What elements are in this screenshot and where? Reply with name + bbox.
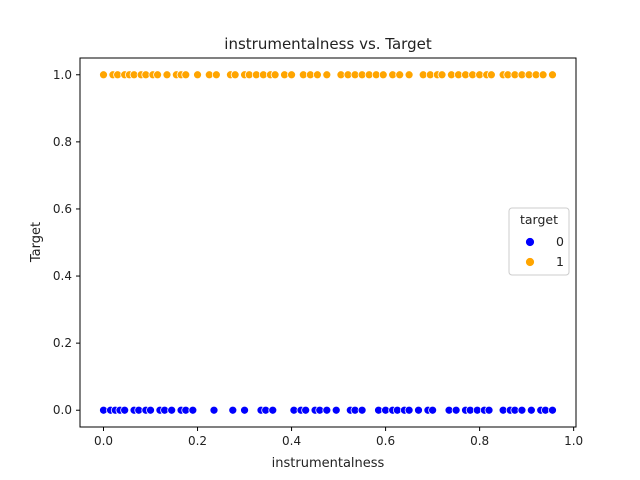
chart-title: instrumentalness vs. Target <box>224 35 432 53</box>
data-point-target-0 <box>167 405 177 415</box>
y-tick-label: 0.4 <box>53 269 72 283</box>
data-point-target-1 <box>181 70 191 80</box>
data-point-target-0 <box>209 405 219 415</box>
data-point-target-0 <box>331 405 341 415</box>
data-point-target-0 <box>526 405 536 415</box>
data-point-target-1 <box>99 70 108 80</box>
data-point-target-1 <box>153 70 162 80</box>
data-point-target-0 <box>228 405 238 415</box>
data-point-target-1 <box>162 70 172 80</box>
y-axis-ticks: 0.0 0.2 0.4 0.6 0.8 1.0 <box>53 68 80 417</box>
data-point-target-0 <box>322 405 332 415</box>
data-point-target-1 <box>395 70 405 80</box>
data-point-target-0 <box>404 405 414 415</box>
data-point-target-1 <box>322 70 332 80</box>
legend-label-1: 1 <box>556 254 564 269</box>
data-point-target-0 <box>188 405 198 415</box>
data-point-target-1 <box>548 70 557 80</box>
data-point-target-1 <box>193 70 202 80</box>
data-point-target-0 <box>146 405 155 415</box>
data-points <box>99 70 557 415</box>
data-point-target-0 <box>548 405 557 415</box>
data-point-target-0 <box>301 405 311 415</box>
legend: target 0 1 <box>508 207 570 276</box>
data-point-target-1 <box>486 70 496 80</box>
y-tick-label: 0.0 <box>53 403 72 417</box>
x-tick-label: 1.0 <box>564 434 583 448</box>
data-point-target-1 <box>270 70 280 80</box>
data-point-target-0 <box>451 405 461 415</box>
data-point-target-1 <box>313 70 322 80</box>
y-axis-label: Target <box>29 222 44 263</box>
legend-marker-1 <box>525 257 535 267</box>
data-point-target-1 <box>230 70 240 80</box>
y-tick-label: 0.6 <box>53 202 72 216</box>
data-point-target-0 <box>357 405 367 415</box>
x-tick-label: 0.6 <box>376 434 395 448</box>
data-point-target-0 <box>484 405 494 415</box>
y-tick-label: 0.8 <box>53 135 72 149</box>
x-tick-label: 0.4 <box>282 434 301 448</box>
plot-area-frame <box>79 57 577 428</box>
data-point-target-0 <box>240 405 249 415</box>
legend-label-0: 0 <box>556 234 564 249</box>
x-tick-label: 0.8 <box>470 434 489 448</box>
y-tick-label: 0.2 <box>53 336 72 350</box>
data-point-target-1 <box>287 70 296 80</box>
x-tick-label: 0.2 <box>188 434 207 448</box>
x-axis-ticks: 0.0 0.2 0.4 0.6 0.8 1.0 <box>94 427 583 448</box>
x-axis-label: instrumentalness <box>272 456 385 471</box>
data-point-target-0 <box>414 405 423 415</box>
data-point-target-1 <box>538 70 548 80</box>
data-point-target-1 <box>211 70 221 80</box>
x-tick-label: 0.0 <box>94 434 113 448</box>
data-point-target-0 <box>268 405 278 415</box>
data-point-target-0 <box>428 405 437 415</box>
data-point-target-0 <box>120 405 130 415</box>
data-point-target-1 <box>404 70 414 80</box>
legend-title: target <box>520 212 558 227</box>
legend-box <box>508 207 570 276</box>
legend-marker-0 <box>525 237 535 247</box>
y-tick-label: 1.0 <box>53 68 72 82</box>
data-point-target-0 <box>517 405 527 415</box>
data-point-target-1 <box>437 70 447 80</box>
data-point-target-1 <box>378 70 388 80</box>
